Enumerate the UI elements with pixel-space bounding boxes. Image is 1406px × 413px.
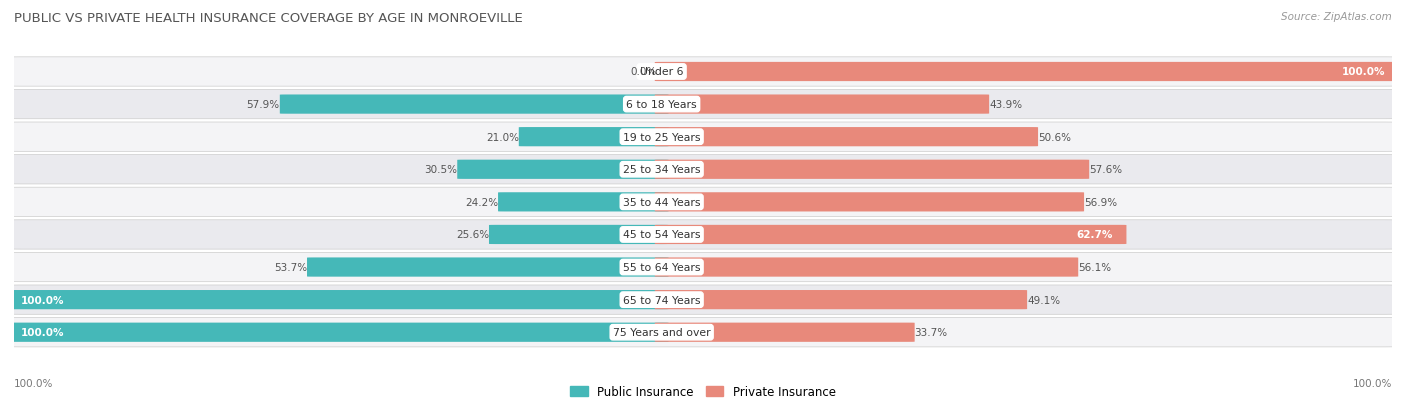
Text: 25 to 34 Years: 25 to 34 Years bbox=[623, 165, 700, 175]
FancyBboxPatch shape bbox=[7, 90, 1399, 119]
Text: 56.1%: 56.1% bbox=[1078, 262, 1111, 273]
Text: 33.7%: 33.7% bbox=[915, 328, 948, 337]
Text: 57.9%: 57.9% bbox=[246, 100, 280, 110]
FancyBboxPatch shape bbox=[655, 128, 1038, 147]
FancyBboxPatch shape bbox=[7, 290, 669, 309]
Text: 43.9%: 43.9% bbox=[990, 100, 1022, 110]
FancyBboxPatch shape bbox=[457, 160, 669, 179]
FancyBboxPatch shape bbox=[489, 225, 669, 244]
Text: 62.7%: 62.7% bbox=[1076, 230, 1112, 240]
Text: 0.0%: 0.0% bbox=[630, 67, 657, 77]
FancyBboxPatch shape bbox=[7, 123, 1399, 152]
FancyBboxPatch shape bbox=[655, 323, 915, 342]
FancyBboxPatch shape bbox=[7, 220, 1399, 249]
Text: 30.5%: 30.5% bbox=[425, 165, 457, 175]
FancyBboxPatch shape bbox=[498, 193, 669, 212]
FancyBboxPatch shape bbox=[655, 95, 990, 114]
FancyBboxPatch shape bbox=[655, 258, 1078, 277]
Text: 21.0%: 21.0% bbox=[486, 132, 519, 142]
FancyBboxPatch shape bbox=[7, 155, 1399, 185]
Text: 100.0%: 100.0% bbox=[14, 378, 53, 388]
Text: PUBLIC VS PRIVATE HEALTH INSURANCE COVERAGE BY AGE IN MONROEVILLE: PUBLIC VS PRIVATE HEALTH INSURANCE COVER… bbox=[14, 12, 523, 25]
Text: 65 to 74 Years: 65 to 74 Years bbox=[623, 295, 700, 305]
FancyBboxPatch shape bbox=[7, 253, 1399, 282]
Text: Source: ZipAtlas.com: Source: ZipAtlas.com bbox=[1281, 12, 1392, 22]
Text: 24.2%: 24.2% bbox=[465, 197, 498, 207]
FancyBboxPatch shape bbox=[655, 63, 1399, 82]
Text: 100.0%: 100.0% bbox=[21, 328, 65, 337]
Text: 49.1%: 49.1% bbox=[1028, 295, 1060, 305]
Text: 25.6%: 25.6% bbox=[456, 230, 489, 240]
Text: 53.7%: 53.7% bbox=[274, 262, 307, 273]
FancyBboxPatch shape bbox=[7, 323, 669, 342]
FancyBboxPatch shape bbox=[655, 193, 1084, 212]
Text: 55 to 64 Years: 55 to 64 Years bbox=[623, 262, 700, 273]
Text: Under 6: Under 6 bbox=[640, 67, 683, 77]
FancyBboxPatch shape bbox=[655, 290, 1028, 309]
Legend: Public Insurance, Private Insurance: Public Insurance, Private Insurance bbox=[571, 385, 835, 398]
FancyBboxPatch shape bbox=[7, 318, 1399, 347]
FancyBboxPatch shape bbox=[7, 285, 1399, 315]
Text: 50.6%: 50.6% bbox=[1038, 132, 1071, 142]
FancyBboxPatch shape bbox=[280, 95, 669, 114]
FancyBboxPatch shape bbox=[307, 258, 669, 277]
FancyBboxPatch shape bbox=[655, 160, 1090, 179]
Text: 19 to 25 Years: 19 to 25 Years bbox=[623, 132, 700, 142]
Text: 56.9%: 56.9% bbox=[1084, 197, 1118, 207]
Text: 100.0%: 100.0% bbox=[21, 295, 65, 305]
FancyBboxPatch shape bbox=[7, 58, 1399, 87]
Text: 100.0%: 100.0% bbox=[1341, 67, 1385, 77]
FancyBboxPatch shape bbox=[7, 188, 1399, 217]
Text: 6 to 18 Years: 6 to 18 Years bbox=[626, 100, 697, 110]
FancyBboxPatch shape bbox=[655, 225, 1126, 244]
Text: 45 to 54 Years: 45 to 54 Years bbox=[623, 230, 700, 240]
FancyBboxPatch shape bbox=[519, 128, 669, 147]
Text: 57.6%: 57.6% bbox=[1090, 165, 1122, 175]
Text: 35 to 44 Years: 35 to 44 Years bbox=[623, 197, 700, 207]
Text: 75 Years and over: 75 Years and over bbox=[613, 328, 710, 337]
Text: 100.0%: 100.0% bbox=[1353, 378, 1392, 388]
